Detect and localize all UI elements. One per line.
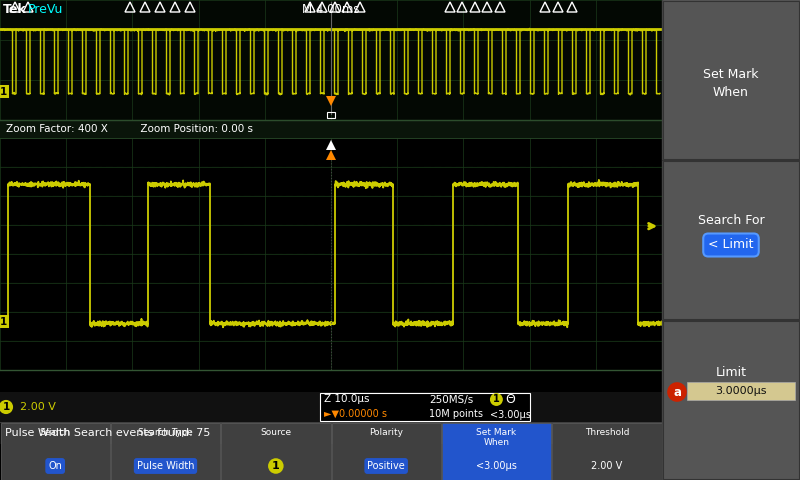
Text: Search: Search [40,428,70,437]
Text: Tek: Tek [3,3,26,16]
Text: 250MS/s: 250MS/s [429,395,474,405]
Bar [0,392,662,422]
Bar [320,393,530,421]
Bar [663,321,799,479]
Bar [0,0,662,120]
Text: ►▼0.00000 s: ►▼0.00000 s [324,408,387,419]
Text: Threshold: Threshold [585,428,629,437]
Text: Positive: Positive [367,461,405,471]
Bar [0,422,662,444]
Text: 3.0000μs: 3.0000μs [715,386,766,396]
Text: <3.00μs: <3.00μs [490,409,531,420]
Text: Source: Source [260,428,291,437]
Text: When: When [713,85,749,98]
Bar [221,422,330,480]
Text: Pulse Width: Pulse Width [137,461,194,471]
Text: 1: 1 [493,395,500,405]
Polygon shape [326,96,336,106]
Text: 1: 1 [2,402,10,412]
Bar [662,0,800,480]
Text: 10M points: 10M points [429,408,483,419]
Bar [331,422,441,480]
Text: 2.00 V: 2.00 V [591,461,622,471]
Bar [327,112,335,118]
Bar [442,422,551,480]
Bar [1,422,110,480]
Text: 1: 1 [0,86,6,96]
Polygon shape [326,140,336,150]
Text: <3.00μs: <3.00μs [476,461,517,471]
Text: Search For: Search For [698,214,764,227]
Text: On: On [48,461,62,471]
Text: Set Mark
When: Set Mark When [477,428,517,447]
Bar [0,120,662,138]
Bar [0,422,662,444]
Bar [0,138,662,370]
Bar [663,1,799,159]
Text: 1: 1 [0,317,6,326]
Bar [687,382,795,400]
Text: Z 10.0μs: Z 10.0μs [324,395,370,405]
Text: a: a [673,385,681,398]
Bar [552,422,662,480]
Text: 1: 1 [272,461,280,471]
Text: Pulse Width Search events found: 75: Pulse Width Search events found: 75 [5,428,210,438]
Text: Limit: Limit [715,365,746,379]
Text: < Limit: < Limit [708,239,754,252]
Bar [111,422,220,480]
Polygon shape [326,150,336,160]
Text: Θ: Θ [506,393,515,406]
Bar [663,161,799,319]
Text: Polarity: Polarity [369,428,403,437]
Text: Zoom Factor: 400 X          Zoom Position: 0.00 s: Zoom Factor: 400 X Zoom Position: 0.00 s [6,124,253,134]
Text: 2.00 V: 2.00 V [20,402,56,412]
Text: M 4.00ms: M 4.00ms [302,3,360,16]
Text: Set Mark: Set Mark [703,69,758,82]
Text: Search Type: Search Type [138,428,193,437]
Text: PreVu: PreVu [28,3,63,16]
